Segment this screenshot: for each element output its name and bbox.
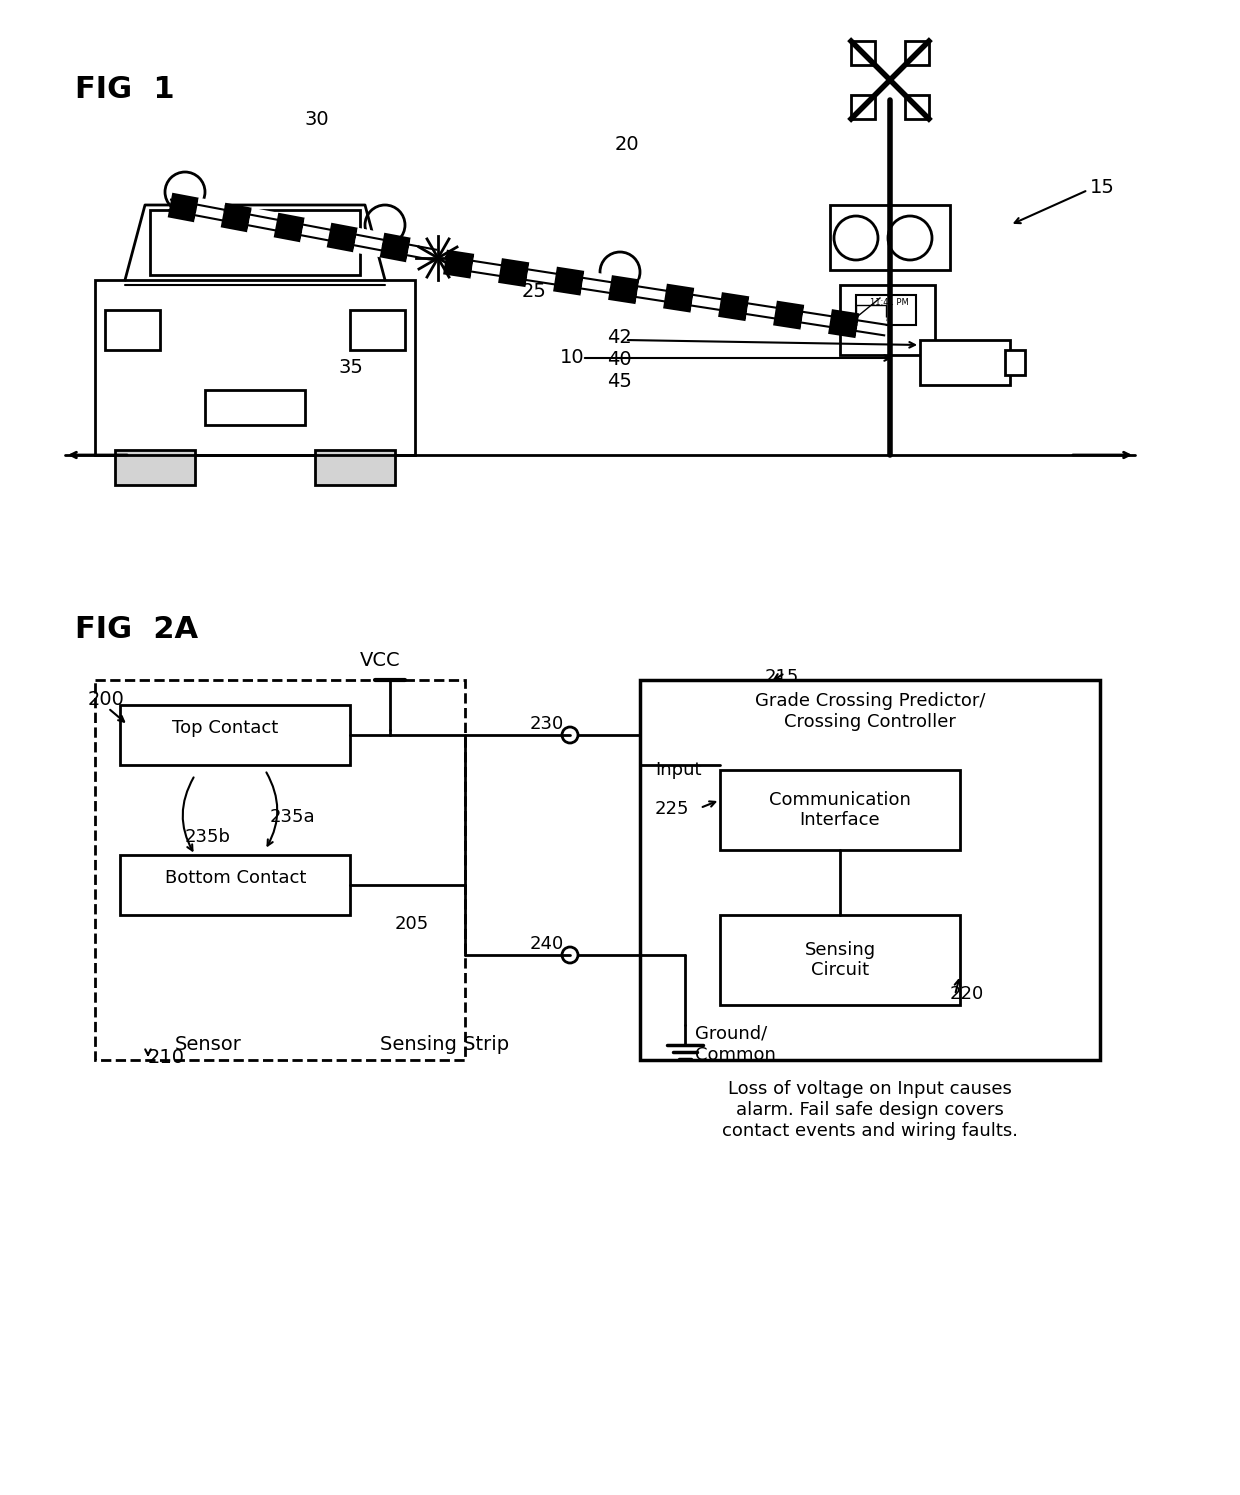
Text: 25: 25 <box>522 283 547 300</box>
Bar <box>95 680 465 1060</box>
Text: 240: 240 <box>529 934 564 952</box>
FancyBboxPatch shape <box>1004 350 1025 375</box>
FancyBboxPatch shape <box>205 390 305 425</box>
FancyBboxPatch shape <box>905 42 929 66</box>
FancyBboxPatch shape <box>350 309 405 350</box>
Text: 200: 200 <box>88 691 125 709</box>
FancyBboxPatch shape <box>851 94 875 120</box>
Text: 235b: 235b <box>185 828 231 846</box>
FancyBboxPatch shape <box>905 94 929 120</box>
FancyBboxPatch shape <box>720 770 960 851</box>
Text: Loss of voltage on Input causes
alarm. Fail safe design covers
contact events an: Loss of voltage on Input causes alarm. F… <box>722 1079 1018 1139</box>
Text: 11:41 PM: 11:41 PM <box>870 298 909 306</box>
FancyBboxPatch shape <box>120 706 350 765</box>
Text: 230: 230 <box>529 715 564 733</box>
Text: Sensor: Sensor <box>175 1035 242 1054</box>
FancyBboxPatch shape <box>920 339 1011 386</box>
Text: 215: 215 <box>765 668 800 686</box>
Text: 210: 210 <box>148 1048 185 1067</box>
Text: Sensing Strip: Sensing Strip <box>379 1035 510 1054</box>
FancyBboxPatch shape <box>830 205 950 271</box>
Text: 30: 30 <box>305 111 330 129</box>
FancyBboxPatch shape <box>315 450 396 484</box>
Text: 235a: 235a <box>270 807 316 827</box>
FancyBboxPatch shape <box>856 295 916 324</box>
FancyBboxPatch shape <box>640 680 1100 1060</box>
Text: 205: 205 <box>396 915 429 933</box>
Text: Communication
Interface: Communication Interface <box>769 791 911 830</box>
FancyBboxPatch shape <box>856 305 887 320</box>
Text: Input: Input <box>655 761 702 779</box>
FancyBboxPatch shape <box>851 42 875 66</box>
Text: 220: 220 <box>950 985 985 1003</box>
FancyBboxPatch shape <box>105 309 160 350</box>
Text: Sensing
Circuit: Sensing Circuit <box>805 940 875 979</box>
FancyBboxPatch shape <box>720 915 960 1005</box>
Text: 42: 42 <box>608 327 631 347</box>
Text: Top Contact: Top Contact <box>172 719 278 737</box>
Text: 10: 10 <box>560 348 584 366</box>
FancyBboxPatch shape <box>115 450 195 484</box>
FancyBboxPatch shape <box>95 280 415 454</box>
Text: 35: 35 <box>339 357 363 377</box>
Text: VCC: VCC <box>360 650 401 670</box>
Text: Ground/
Common: Ground/ Common <box>694 1026 776 1064</box>
FancyBboxPatch shape <box>839 286 935 354</box>
Text: 45: 45 <box>608 372 632 392</box>
FancyBboxPatch shape <box>150 209 360 275</box>
Text: FIG  1: FIG 1 <box>74 75 175 105</box>
Text: 15: 15 <box>1090 178 1115 197</box>
Text: Bottom Contact: Bottom Contact <box>165 869 306 887</box>
Text: FIG  2A: FIG 2A <box>74 614 198 644</box>
Text: Grade Crossing Predictor/
Crossing Controller: Grade Crossing Predictor/ Crossing Contr… <box>755 692 986 731</box>
FancyBboxPatch shape <box>120 855 350 915</box>
Text: 225: 225 <box>655 800 689 818</box>
Text: 20: 20 <box>615 135 640 154</box>
Text: 40: 40 <box>608 350 631 369</box>
